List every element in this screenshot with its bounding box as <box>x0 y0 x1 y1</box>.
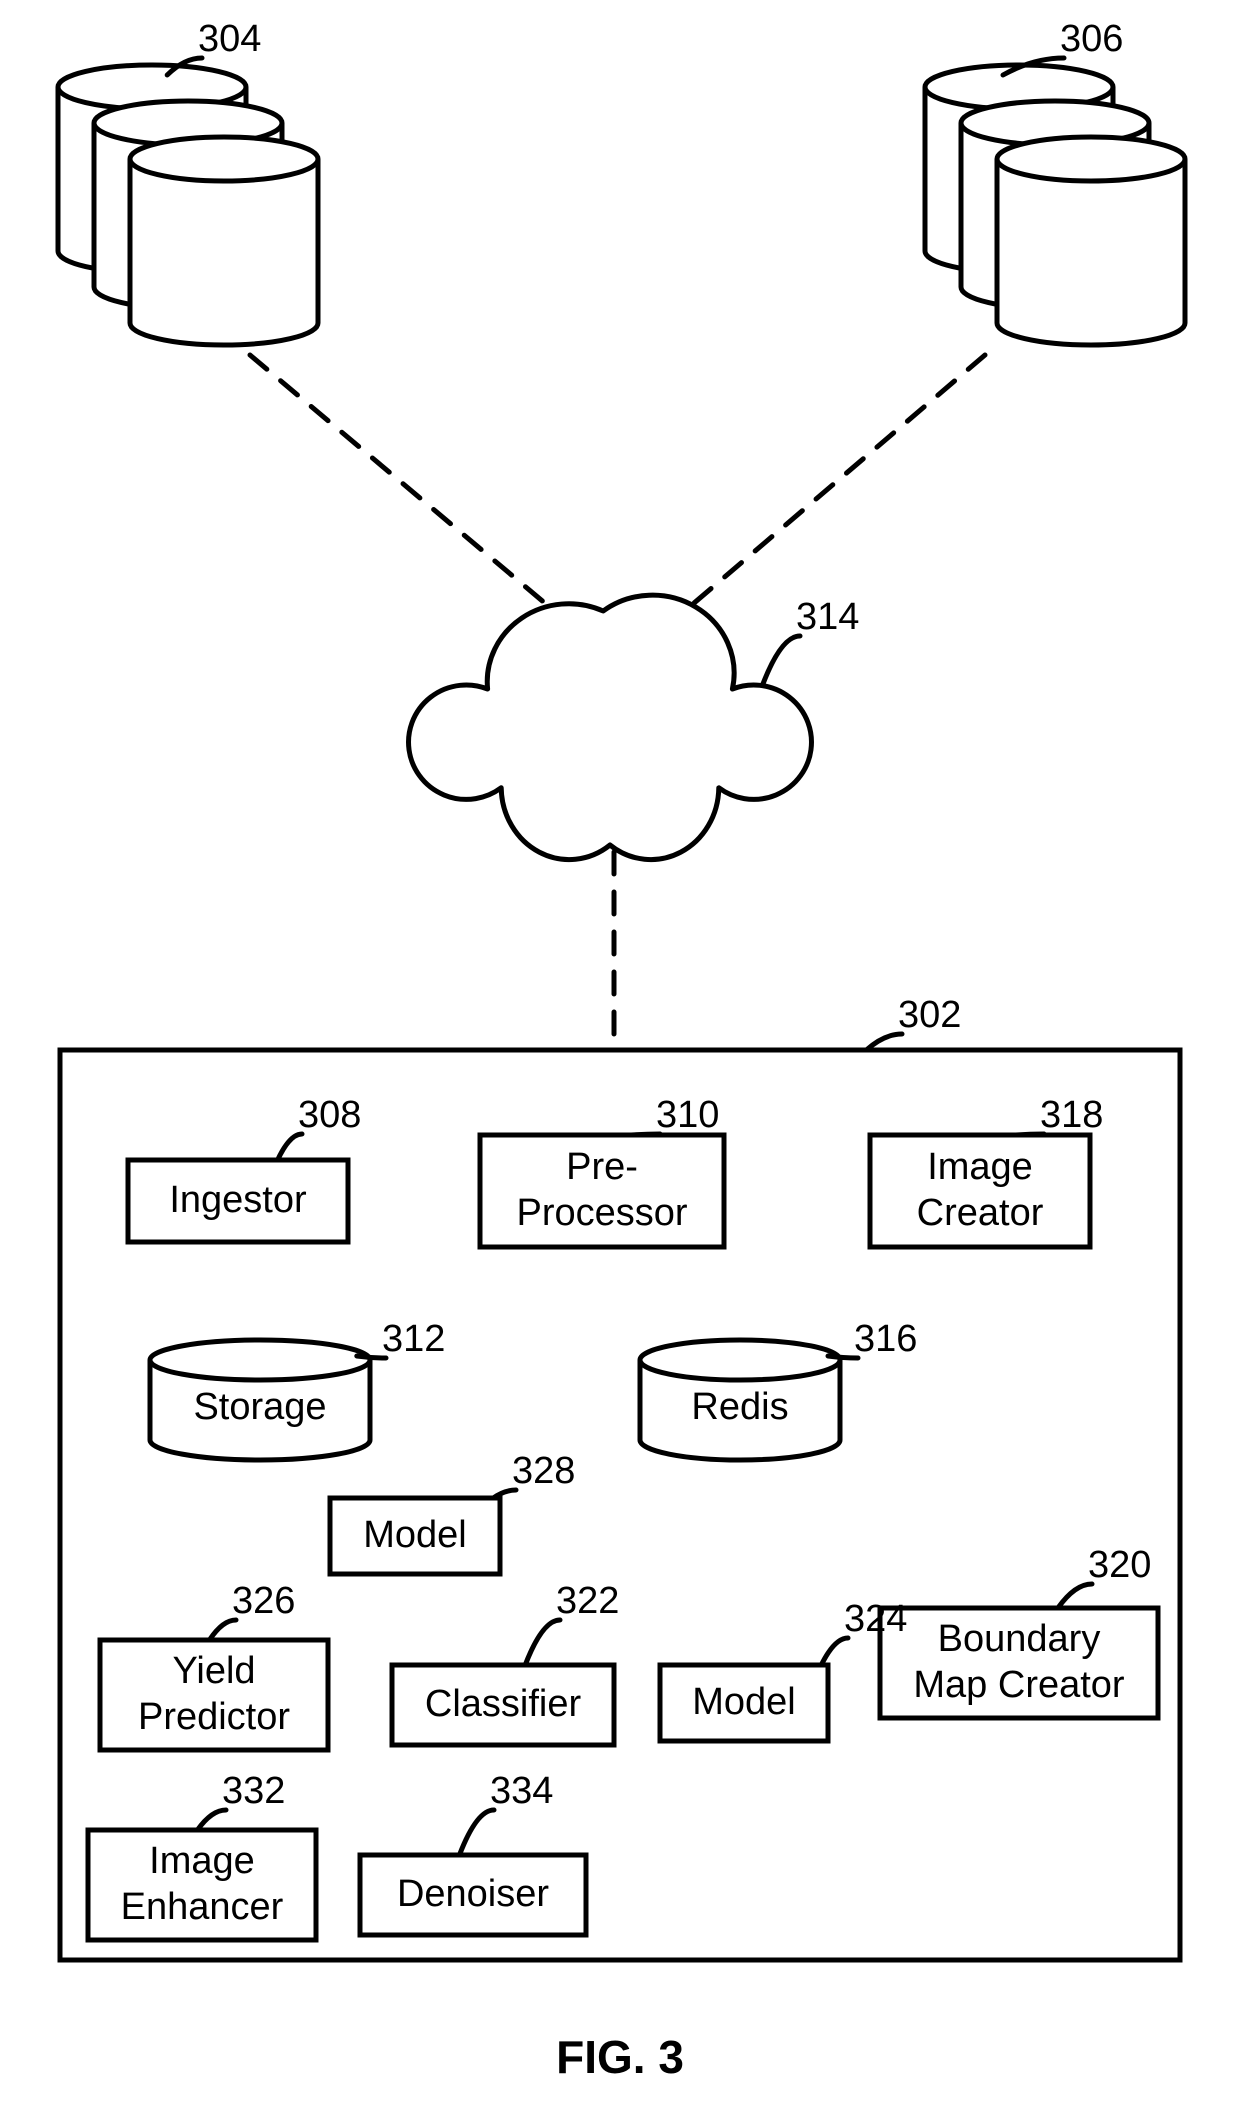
ref-334: 334 <box>490 1770 553 1813</box>
label-classifier: Classifier <box>392 1665 614 1745</box>
ref-328: 328 <box>512 1450 575 1493</box>
ref-308: 308 <box>298 1094 361 1137</box>
label-model-328: Model <box>330 1498 500 1574</box>
ref-312: 312 <box>382 1318 445 1361</box>
ref-324: 324 <box>844 1598 907 1641</box>
diagram-svg <box>0 0 1240 2115</box>
label-model-324: Model <box>660 1665 828 1741</box>
label-storage: Storage <box>150 1386 370 1429</box>
ref-318: 318 <box>1040 1094 1103 1137</box>
label-image-creator: Image Creator <box>870 1135 1090 1247</box>
figure-caption: FIG. 3 <box>0 2030 1240 2084</box>
ref-304: 304 <box>198 18 261 61</box>
ref-302: 302 <box>898 994 961 1037</box>
ref-316: 316 <box>854 1318 917 1361</box>
cloud-icon <box>409 595 812 859</box>
ref-320: 320 <box>1088 1544 1151 1587</box>
ref-326: 326 <box>232 1580 295 1623</box>
label-preprocessor: Pre- Processor <box>480 1135 724 1247</box>
label-denoiser: Denoiser <box>360 1855 586 1935</box>
ref-314: 314 <box>796 596 859 639</box>
ref-306: 306 <box>1060 18 1123 61</box>
ref-310: 310 <box>656 1094 719 1137</box>
ref-332: 332 <box>222 1770 285 1813</box>
ref-322: 322 <box>556 1580 619 1623</box>
database-stack-right <box>925 65 1185 345</box>
label-redis: Redis <box>640 1386 840 1429</box>
connector-left <box>250 355 565 620</box>
connector-right <box>680 355 985 615</box>
label-image-enhancer: Image Enhancer <box>88 1830 316 1940</box>
label-ingestor: Ingestor <box>128 1160 348 1242</box>
label-boundary-map-creator: Boundary Map Creator <box>880 1608 1158 1718</box>
database-stack-left <box>58 65 318 345</box>
label-yield-predictor: Yield Predictor <box>100 1640 328 1750</box>
